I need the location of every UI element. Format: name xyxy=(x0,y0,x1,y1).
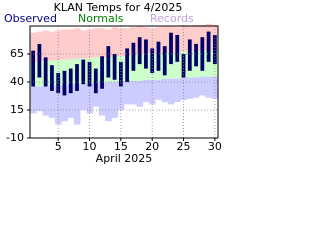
record-high xyxy=(124,28,131,57)
record-low xyxy=(80,84,87,110)
legend-entry: Records xyxy=(150,12,194,25)
record-low xyxy=(42,86,50,116)
record-high xyxy=(98,28,106,58)
record-low xyxy=(92,83,100,107)
chart: KLAN Temps for 4/2025 April 2025 Observe… xyxy=(4,1,222,165)
record-high xyxy=(192,24,200,52)
record-low xyxy=(111,82,119,118)
record-low xyxy=(180,77,187,100)
observed-bar xyxy=(37,43,42,78)
observed-bar xyxy=(156,41,161,71)
record-low xyxy=(124,80,131,105)
normal-range xyxy=(167,52,175,79)
record-high xyxy=(117,28,125,57)
record-low xyxy=(130,80,137,105)
observed-bar xyxy=(106,46,111,78)
record-high xyxy=(30,32,37,62)
normal-range xyxy=(136,55,144,81)
observed-bar xyxy=(144,39,148,69)
observed-bar xyxy=(75,64,79,91)
record-high xyxy=(130,27,137,56)
observed-bar xyxy=(43,57,48,87)
record-high xyxy=(80,30,87,59)
x-axis-label: April 2025 xyxy=(96,152,153,165)
record-low xyxy=(67,84,75,118)
observed-bar xyxy=(131,42,136,71)
record-high xyxy=(67,29,75,60)
record-low xyxy=(211,76,219,99)
record-low xyxy=(174,78,181,103)
record-low xyxy=(48,85,56,118)
x-tick-label: 30 xyxy=(208,140,222,153)
observed-bar xyxy=(125,48,130,82)
record-low xyxy=(98,83,106,116)
y-tick-label: -10 xyxy=(6,131,24,144)
record-low xyxy=(36,86,43,112)
record-low xyxy=(136,80,144,107)
x-tick-label: 20 xyxy=(145,140,159,153)
chart-title: KLAN Temps for 4/2025 xyxy=(54,1,183,14)
observed-bar xyxy=(100,56,104,89)
record-high xyxy=(55,30,62,61)
record-high xyxy=(161,26,169,53)
observed-bar xyxy=(62,70,67,96)
observed-bar xyxy=(175,34,180,62)
observed-bar xyxy=(93,68,98,94)
observed-bar xyxy=(162,46,167,76)
x-tick-label: 5 xyxy=(55,140,62,153)
normal-range xyxy=(205,50,213,77)
observed-bar xyxy=(68,68,73,94)
record-low xyxy=(161,78,169,103)
record-high xyxy=(73,28,81,59)
observed-bar xyxy=(212,34,217,65)
x-tick-label: 15 xyxy=(114,140,128,153)
y-tick-label: 15 xyxy=(10,103,24,116)
x-tick-label: 25 xyxy=(177,140,191,153)
legend-entry: Normals xyxy=(78,12,124,25)
record-low xyxy=(186,77,194,99)
observed-bar xyxy=(50,65,54,91)
normal-range xyxy=(174,52,181,79)
observed-bar xyxy=(187,39,192,71)
observed-bar xyxy=(194,43,198,67)
record-low xyxy=(105,82,112,122)
record-low xyxy=(30,86,37,114)
observed-bar xyxy=(206,31,211,62)
observed-bar xyxy=(200,37,205,71)
record-low xyxy=(155,79,162,100)
observed-bar xyxy=(81,59,86,85)
plot-frame xyxy=(29,25,219,139)
observed-bar xyxy=(112,54,117,80)
record-low xyxy=(192,77,200,98)
observed-bar xyxy=(169,32,173,65)
record-low xyxy=(142,79,150,103)
y-tick-label: 40 xyxy=(10,75,24,88)
record-low xyxy=(167,78,175,105)
record-high xyxy=(61,29,68,60)
record-high xyxy=(86,29,93,59)
record-low xyxy=(61,85,68,122)
record-high xyxy=(111,27,119,57)
record-high xyxy=(92,28,100,58)
record-high xyxy=(42,30,50,61)
record-low xyxy=(73,84,81,125)
record-high xyxy=(186,26,194,52)
record-high xyxy=(48,31,56,61)
observed-bar xyxy=(31,50,36,87)
observed-bar xyxy=(137,37,142,65)
legend-entry: Observed xyxy=(4,12,57,25)
y-tick-label: 65 xyxy=(10,47,24,60)
x-tick-label: 10 xyxy=(83,140,97,153)
record-low xyxy=(205,76,213,98)
record-high xyxy=(155,27,162,54)
observed-bar xyxy=(150,48,155,74)
record-low xyxy=(199,76,206,96)
record-high xyxy=(105,29,112,58)
